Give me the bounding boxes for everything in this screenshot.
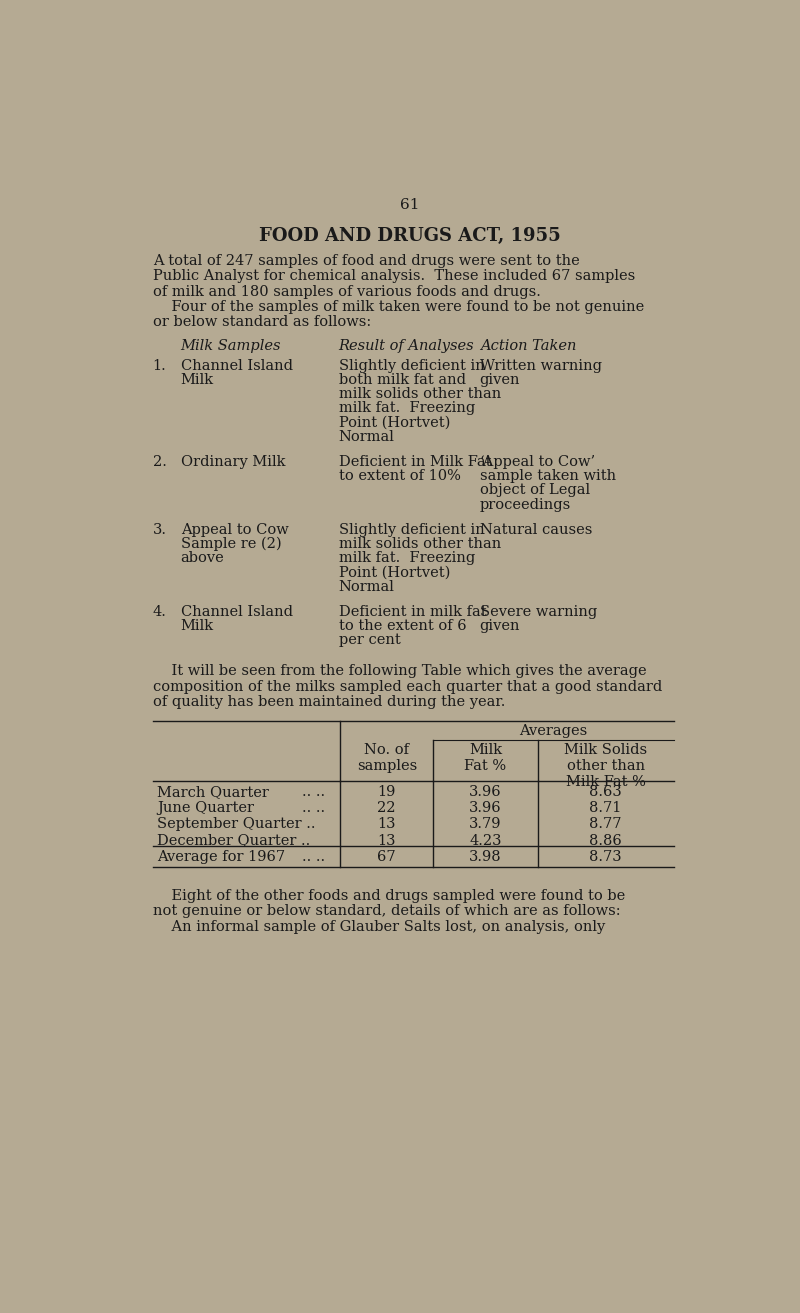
Text: Result of Analyses: Result of Analyses — [338, 339, 474, 352]
Text: Channel Island: Channel Island — [181, 604, 293, 618]
Text: December Quarter ..: December Quarter .. — [158, 834, 310, 848]
Text: 4.23: 4.23 — [470, 834, 502, 848]
Text: 3.96: 3.96 — [470, 785, 502, 800]
Text: A total of 247 samples of food and drugs were sent to the: A total of 247 samples of food and drugs… — [153, 253, 579, 268]
Text: It will be seen from the following Table which gives the average: It will be seen from the following Table… — [153, 664, 646, 679]
Text: Sample re (2): Sample re (2) — [181, 537, 282, 551]
Text: milk fat.  Freezing: milk fat. Freezing — [338, 551, 475, 565]
Text: Public Analyst for chemical analysis.  These included 67 samples: Public Analyst for chemical analysis. Th… — [153, 269, 635, 284]
Text: September Quarter ..: September Quarter .. — [158, 818, 316, 831]
Text: .. ..: .. .. — [302, 850, 325, 864]
Text: 3.: 3. — [153, 523, 166, 537]
Text: Milk
Fat %: Milk Fat % — [465, 743, 506, 773]
Text: 8.73: 8.73 — [590, 850, 622, 864]
Text: milk solids other than: milk solids other than — [338, 537, 501, 550]
Text: 8.71: 8.71 — [590, 801, 622, 815]
Text: object of Legal: object of Legal — [480, 483, 590, 498]
Text: to the extent of 6: to the extent of 6 — [338, 618, 466, 633]
Text: Natural causes: Natural causes — [480, 523, 592, 537]
Text: Eight of the other foods and drugs sampled were found to be: Eight of the other foods and drugs sampl… — [153, 889, 625, 903]
Text: .. ..: .. .. — [302, 801, 325, 815]
Text: milk solids other than: milk solids other than — [338, 387, 501, 400]
Text: Slightly deficient in: Slightly deficient in — [338, 358, 485, 373]
Text: Milk Samples: Milk Samples — [181, 339, 281, 352]
Text: sample taken with: sample taken with — [480, 469, 616, 483]
Text: Milk Solids
other than
Milk Fat %: Milk Solids other than Milk Fat % — [564, 743, 647, 789]
Text: 8.63: 8.63 — [590, 785, 622, 800]
Text: Action Taken: Action Taken — [480, 339, 576, 352]
Text: June Quarter: June Quarter — [158, 801, 254, 815]
Text: above: above — [181, 551, 224, 565]
Text: Normal: Normal — [338, 429, 394, 444]
Text: to extent of 10%: to extent of 10% — [338, 469, 461, 483]
Text: both milk fat and: both milk fat and — [338, 373, 466, 387]
Text: Deficient in milk fat: Deficient in milk fat — [338, 604, 486, 618]
Text: 8.77: 8.77 — [590, 818, 622, 831]
Text: Milk: Milk — [181, 373, 214, 387]
Text: 13: 13 — [378, 818, 396, 831]
Text: 1.: 1. — [153, 358, 166, 373]
Text: proceedings: proceedings — [480, 498, 571, 512]
Text: 4.: 4. — [153, 604, 166, 618]
Text: Ordinary Milk: Ordinary Milk — [181, 454, 285, 469]
Text: FOOD AND DRUGS ACT, 1955: FOOD AND DRUGS ACT, 1955 — [259, 227, 561, 244]
Text: 3.79: 3.79 — [470, 818, 502, 831]
Text: 3.96: 3.96 — [470, 801, 502, 815]
Text: of milk and 180 samples of various foods and drugs.: of milk and 180 samples of various foods… — [153, 285, 541, 298]
Text: Point (Hortvet): Point (Hortvet) — [338, 415, 450, 429]
Text: ‘Appeal to Cow’: ‘Appeal to Cow’ — [480, 454, 595, 469]
Text: milk fat.  Freezing: milk fat. Freezing — [338, 402, 475, 415]
Text: Slightly deficient in: Slightly deficient in — [338, 523, 485, 537]
Text: Appeal to Cow: Appeal to Cow — [181, 523, 288, 537]
Text: Average for 1967: Average for 1967 — [158, 850, 286, 864]
Text: March Quarter: March Quarter — [158, 785, 270, 800]
Text: Four of the samples of milk taken were found to be not genuine: Four of the samples of milk taken were f… — [153, 299, 644, 314]
Text: No. of
samples: No. of samples — [357, 743, 417, 773]
Text: per cent: per cent — [338, 633, 401, 647]
Text: given: given — [480, 618, 520, 633]
Text: 19: 19 — [378, 785, 396, 800]
Text: 67: 67 — [378, 850, 396, 864]
Text: 2.: 2. — [153, 454, 166, 469]
Text: 13: 13 — [378, 834, 396, 848]
Text: .. ..: .. .. — [302, 785, 325, 800]
Text: given: given — [480, 373, 520, 387]
Text: Milk: Milk — [181, 618, 214, 633]
Text: Deficient in Milk Fat: Deficient in Milk Fat — [338, 454, 491, 469]
Text: 3.98: 3.98 — [470, 850, 502, 864]
Text: Channel Island: Channel Island — [181, 358, 293, 373]
Text: An informal sample of Glauber Salts lost, on analysis, only: An informal sample of Glauber Salts lost… — [153, 920, 605, 934]
Text: Written warning: Written warning — [480, 358, 602, 373]
Text: 61: 61 — [400, 197, 420, 211]
Text: Severe warning: Severe warning — [480, 604, 597, 618]
Text: Averages: Averages — [519, 725, 587, 738]
Text: not genuine or below standard, details of which are as follows:: not genuine or below standard, details o… — [153, 905, 620, 919]
Text: composition of the milks sampled each quarter that a good standard: composition of the milks sampled each qu… — [153, 680, 662, 693]
Text: or below standard as follows:: or below standard as follows: — [153, 315, 371, 330]
Text: Normal: Normal — [338, 579, 394, 593]
Text: of quality has been maintained during the year.: of quality has been maintained during th… — [153, 695, 505, 709]
Text: 22: 22 — [378, 801, 396, 815]
Text: 8.86: 8.86 — [590, 834, 622, 848]
Text: Point (Hortvet): Point (Hortvet) — [338, 566, 450, 579]
